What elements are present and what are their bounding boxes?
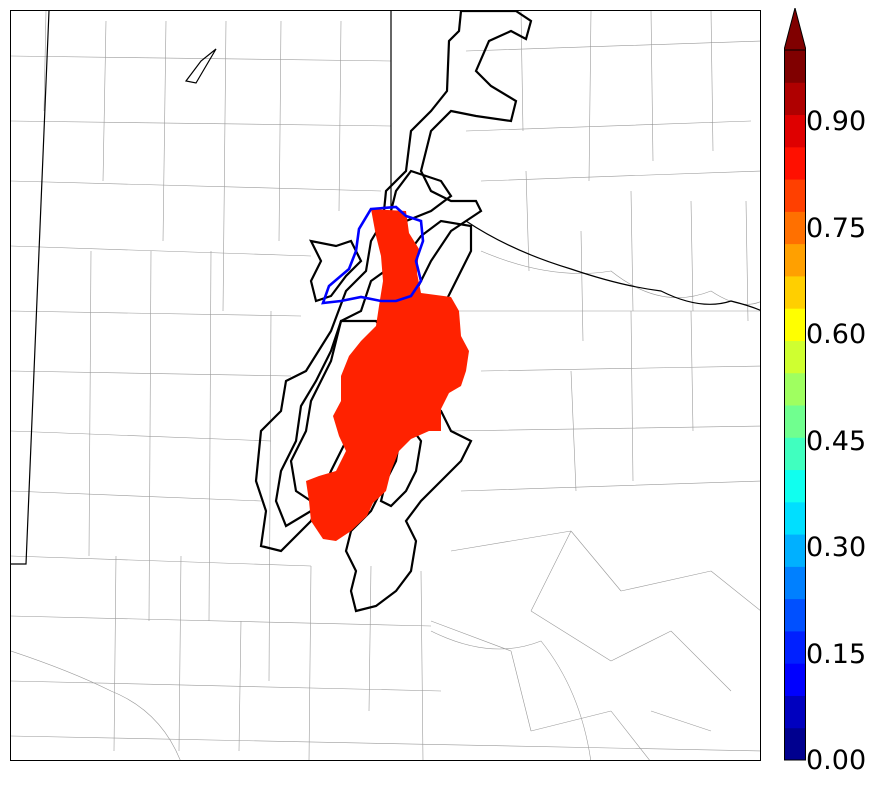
colorbar-tick-label: 0.30 bbox=[806, 532, 867, 563]
map-panel bbox=[10, 10, 761, 761]
probability-region bbox=[306, 209, 469, 541]
colorbar-bin bbox=[784, 372, 806, 406]
colorbar-bin bbox=[784, 243, 806, 277]
colorbar-bin bbox=[784, 727, 806, 761]
colorbar-bin bbox=[784, 179, 806, 212]
colorbar bbox=[784, 8, 806, 761]
colorbar-bin bbox=[784, 114, 806, 148]
colorbar-bin bbox=[784, 598, 806, 632]
colorbar-bin bbox=[784, 82, 806, 116]
colorbar-tick-label: 0.90 bbox=[806, 106, 867, 137]
colorbar-bin bbox=[784, 534, 806, 567]
colorbar-tick-label: 0.75 bbox=[806, 212, 867, 244]
colorbar-bin bbox=[784, 275, 806, 309]
colorbar-bin bbox=[784, 566, 806, 600]
colorbar-bin bbox=[784, 469, 806, 503]
colorbar-outline bbox=[784, 49, 806, 761]
map-canvas bbox=[11, 11, 760, 760]
colorbar-bin bbox=[784, 695, 806, 729]
colorbar-extend-arrow bbox=[784, 8, 806, 51]
colorbar-bin bbox=[784, 437, 806, 471]
county-boundaries bbox=[11, 11, 760, 760]
colorbar-tick-label: 0.45 bbox=[806, 425, 867, 457]
colorbar-bin bbox=[784, 630, 806, 664]
colorbar-bin bbox=[784, 308, 806, 341]
colorbar-bin bbox=[784, 50, 806, 83]
colorbar-tick-label: 0.00 bbox=[806, 745, 867, 776]
colorbar-bin bbox=[784, 501, 806, 535]
colorbar-bin bbox=[784, 663, 806, 696]
colorbar-tick-label: 0.60 bbox=[806, 319, 867, 350]
colorbar-bin bbox=[784, 146, 806, 180]
colorbar-tick-label: 0.15 bbox=[806, 638, 867, 670]
state-boundaries bbox=[11, 11, 760, 565]
colorbar-bin bbox=[784, 405, 806, 438]
colorbar-bin bbox=[784, 340, 806, 374]
blue-contour bbox=[321, 205, 425, 305]
colorbar-bin bbox=[784, 211, 806, 245]
